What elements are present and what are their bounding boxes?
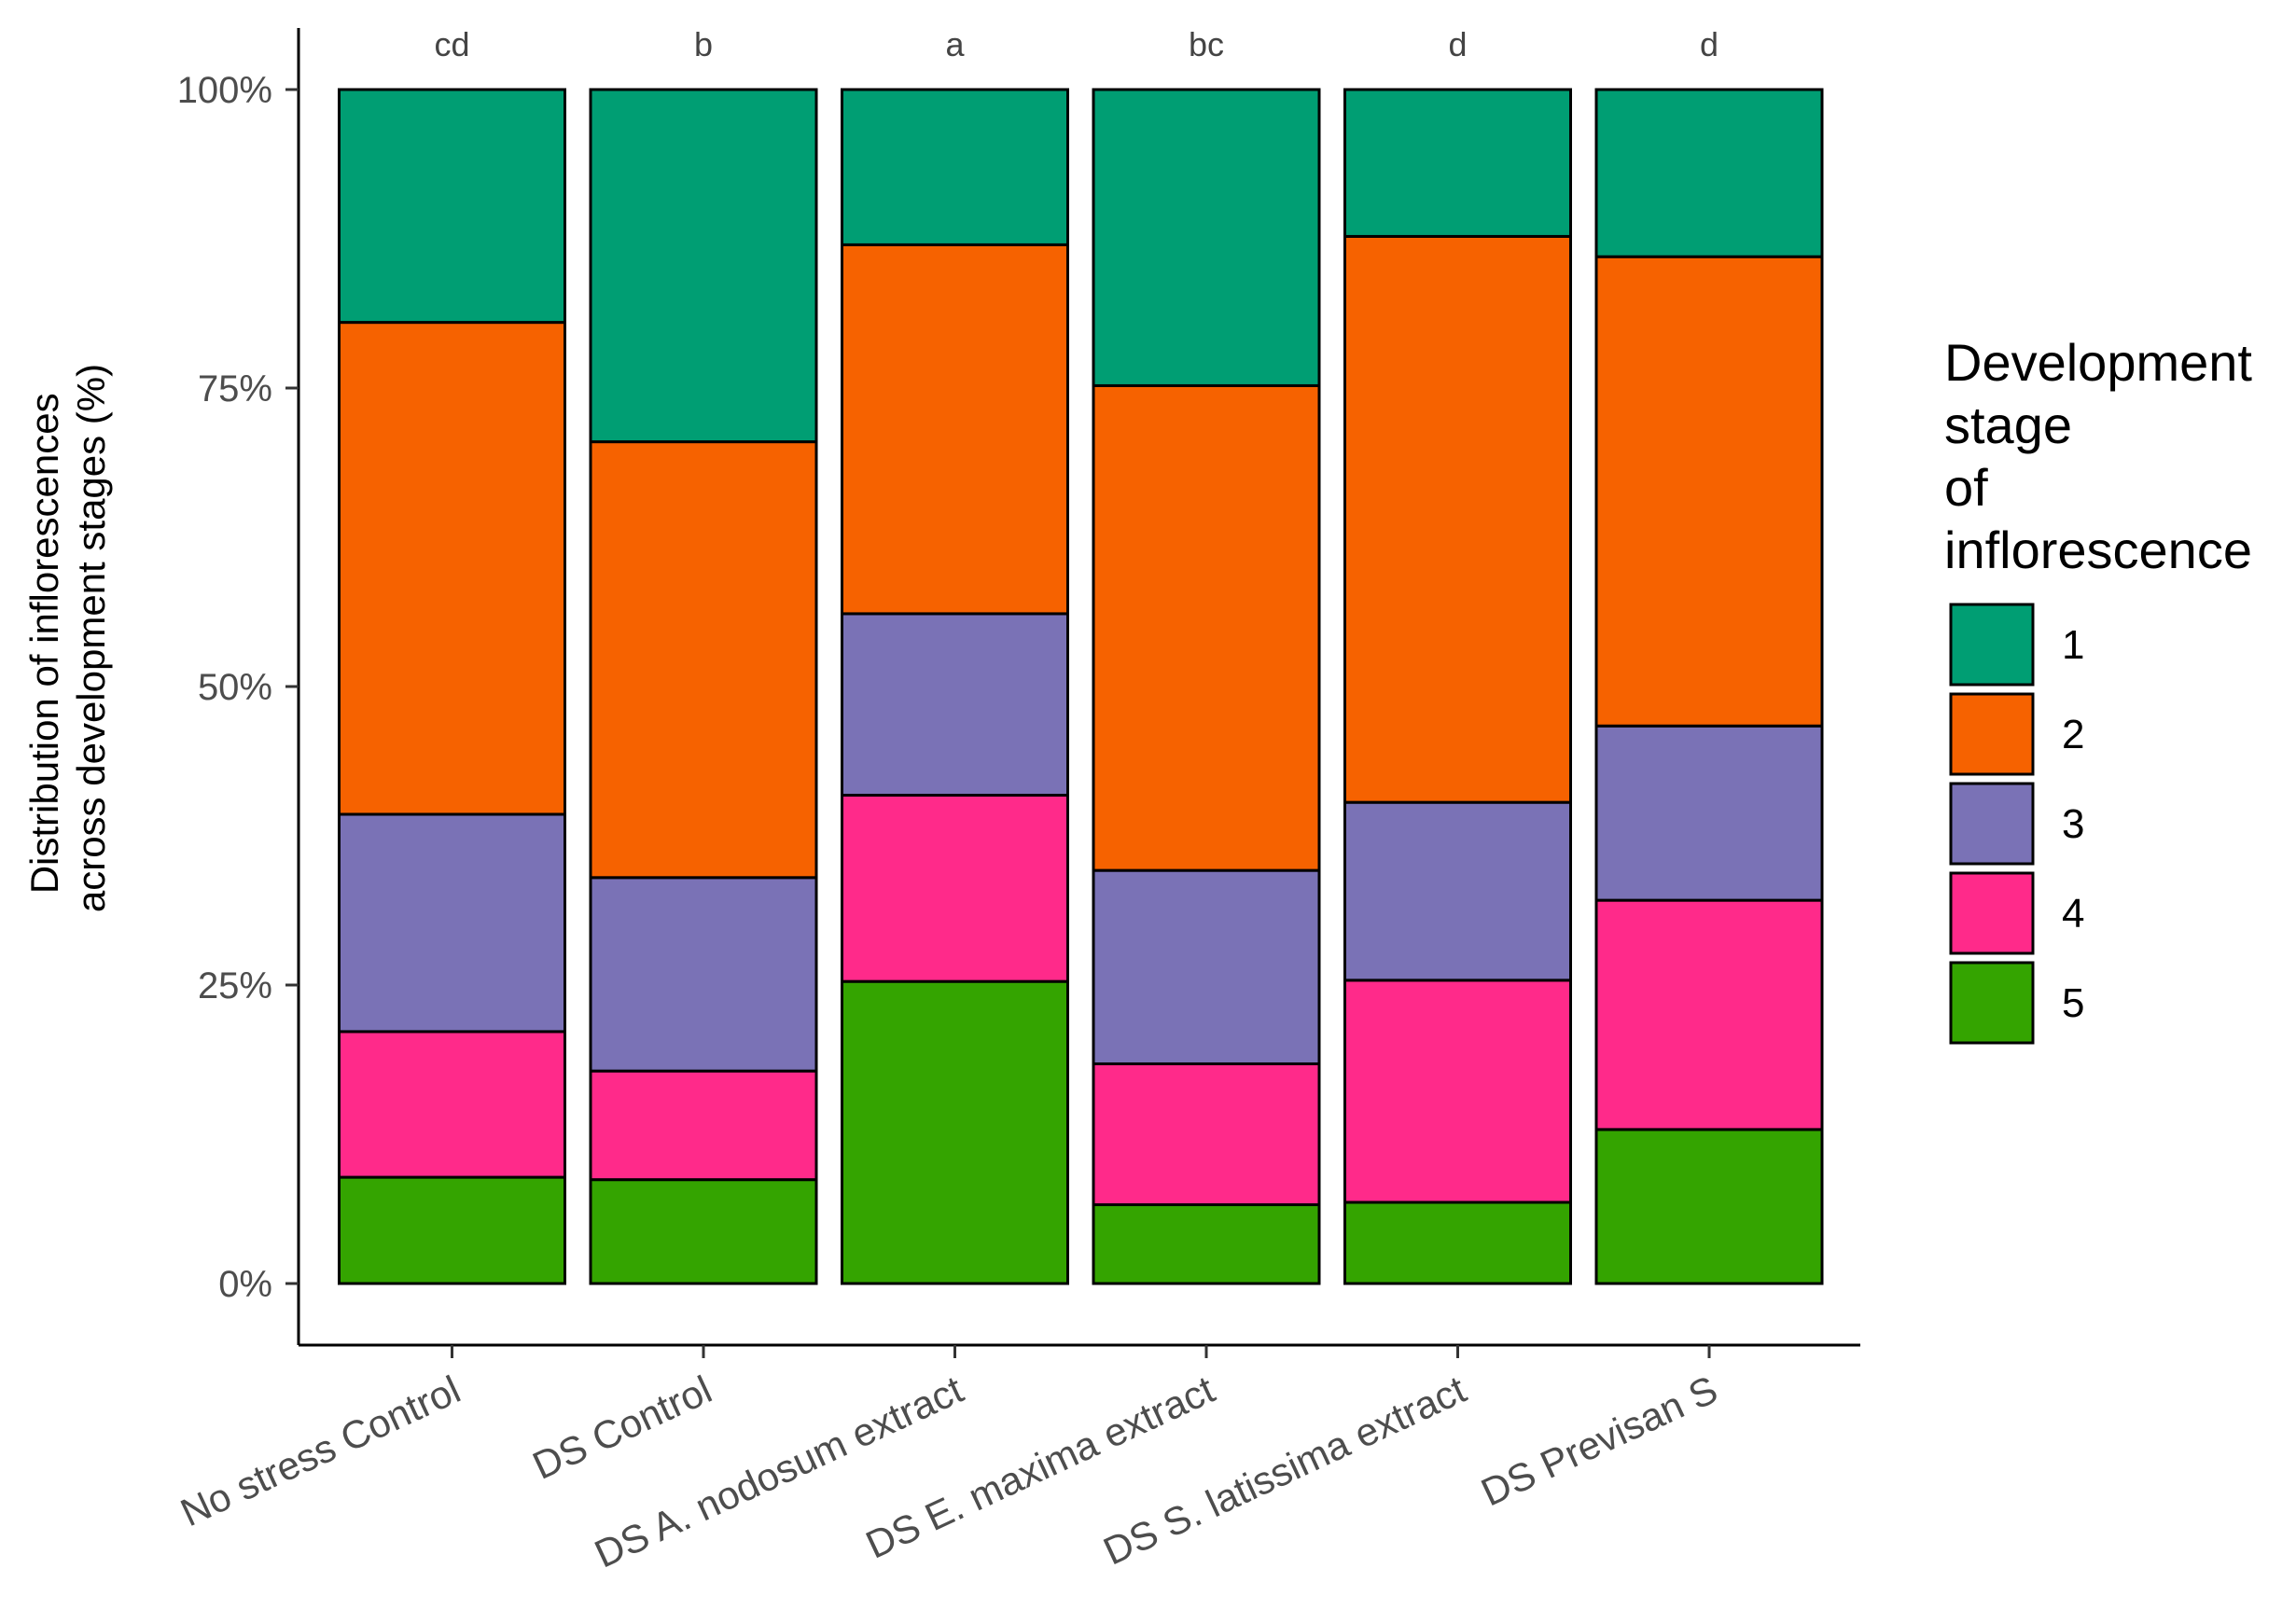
significance-letter: bc	[1189, 25, 1224, 63]
bar-segment-stage-3-ds-a-nodosum-extract	[841, 612, 1069, 797]
bar-segment-stage-3-ds-control	[589, 876, 818, 1073]
y-tick-label: 50%	[198, 667, 272, 708]
legend-title-line-4: inflorescence	[1944, 520, 2252, 579]
legend-items: 1 2 3 4 5	[1949, 603, 2084, 1045]
y-axis-title: Distribution of inflorescences across de…	[22, 364, 113, 912]
bar-segment-stage-5-no-stress-control	[338, 1175, 566, 1285]
bar-segment-stage-4-ds-control	[589, 1069, 818, 1182]
bar-segment-stage-4-ds-a-nodosum-extract	[841, 793, 1069, 983]
bar-segment-stage-4-no-stress-control	[338, 1030, 566, 1179]
legend-title-line-2: stage	[1944, 396, 2072, 454]
bar-segment-stage-3-ds-previsan-s	[1594, 724, 1824, 902]
bar-segment-stage-2-no-stress-control	[338, 321, 566, 816]
y-tick-label: 100%	[177, 70, 272, 111]
significance-letters-layer: cd b a bc d d	[434, 25, 1719, 63]
significance-letter: d	[1448, 25, 1467, 63]
legend-title: Development stage of inflorescence	[1944, 333, 2267, 579]
bar-segment-stage-2-ds-e-maxima-extract	[1092, 383, 1321, 872]
y-tick-label: 75%	[198, 368, 272, 409]
legend-title-line-3: of	[1944, 458, 1988, 517]
legend-label-stage-5: 5	[2062, 980, 2084, 1026]
bar-segment-stage-4-ds-previsan-s	[1594, 898, 1824, 1131]
bar-segment-stage-1-ds-a-nodosum-extract	[841, 88, 1069, 246]
legend-key-stage-2	[1949, 692, 2035, 776]
y-ticks-layer: 0% 25% 50% 75% 100%	[177, 70, 299, 1305]
significance-letter: cd	[434, 25, 469, 63]
legend-label-stage-4: 4	[2062, 891, 2084, 937]
bar-segment-stage-1-ds-s-latissima-extract	[1343, 88, 1572, 238]
bars-layer	[338, 88, 1824, 1285]
x-tick-label-ds-previsan-s: DS Previsan S	[1474, 1367, 1723, 1515]
bar-segment-stage-3-ds-e-maxima-extract	[1092, 868, 1321, 1065]
legend-key-stage-5	[1949, 961, 2035, 1045]
bar-segment-stage-5-ds-previsan-s	[1594, 1128, 1824, 1285]
y-tick-label: 25%	[198, 965, 272, 1006]
y-tick-label: 0%	[218, 1264, 272, 1305]
legend-key-stage-4	[1949, 871, 2035, 955]
bar-segment-stage-2-ds-previsan-s	[1594, 255, 1824, 728]
bar-segment-stage-4-ds-s-latissima-extract	[1343, 978, 1572, 1204]
significance-letter: b	[694, 25, 713, 63]
significance-letter: d	[1700, 25, 1719, 63]
bar-segment-stage-4-ds-e-maxima-extract	[1092, 1062, 1321, 1207]
bar-segment-stage-1-no-stress-control	[338, 88, 566, 325]
y-axis-title-line-1: Distribution of inflorescences	[22, 393, 66, 894]
legend: Development stage of inflorescence 1 2 3 4 5	[1944, 333, 2267, 1045]
bar-segment-stage-5-ds-a-nodosum-extract	[841, 979, 1069, 1285]
significance-letter: a	[945, 25, 965, 63]
bar-segment-stage-1-ds-previsan-s	[1594, 88, 1824, 258]
x-tick-label-ds-control: DS Control	[526, 1367, 718, 1488]
bar-segment-stage-2-ds-s-latissima-extract	[1343, 234, 1572, 804]
bar-segment-stage-1-ds-control	[589, 88, 818, 444]
legend-key-stage-3	[1949, 782, 2035, 866]
bar-segment-stage-2-ds-control	[589, 440, 818, 880]
bar-segment-stage-5-ds-e-maxima-extract	[1092, 1203, 1321, 1285]
legend-key-stage-1	[1949, 603, 2035, 687]
bar-segment-stage-3-no-stress-control	[338, 812, 566, 1034]
legend-title-line-1: Development	[1944, 333, 2252, 392]
legend-label-stage-2: 2	[2062, 712, 2084, 757]
bar-segment-stage-1-ds-e-maxima-extract	[1092, 88, 1321, 387]
x-tick-label-no-stress-control: No stress Control	[174, 1367, 466, 1535]
bar-segment-stage-5-ds-s-latissima-extract	[1343, 1201, 1572, 1285]
legend-label-stage-3: 3	[2062, 801, 2084, 847]
bar-segment-stage-2-ds-a-nodosum-extract	[841, 243, 1069, 616]
legend-label-stage-1: 1	[2062, 622, 2084, 668]
bar-segment-stage-3-ds-s-latissima-extract	[1343, 800, 1572, 982]
bar-segment-stage-5-ds-control	[589, 1178, 818, 1285]
y-axis-title-line-2: across development stages (%)	[69, 364, 113, 912]
